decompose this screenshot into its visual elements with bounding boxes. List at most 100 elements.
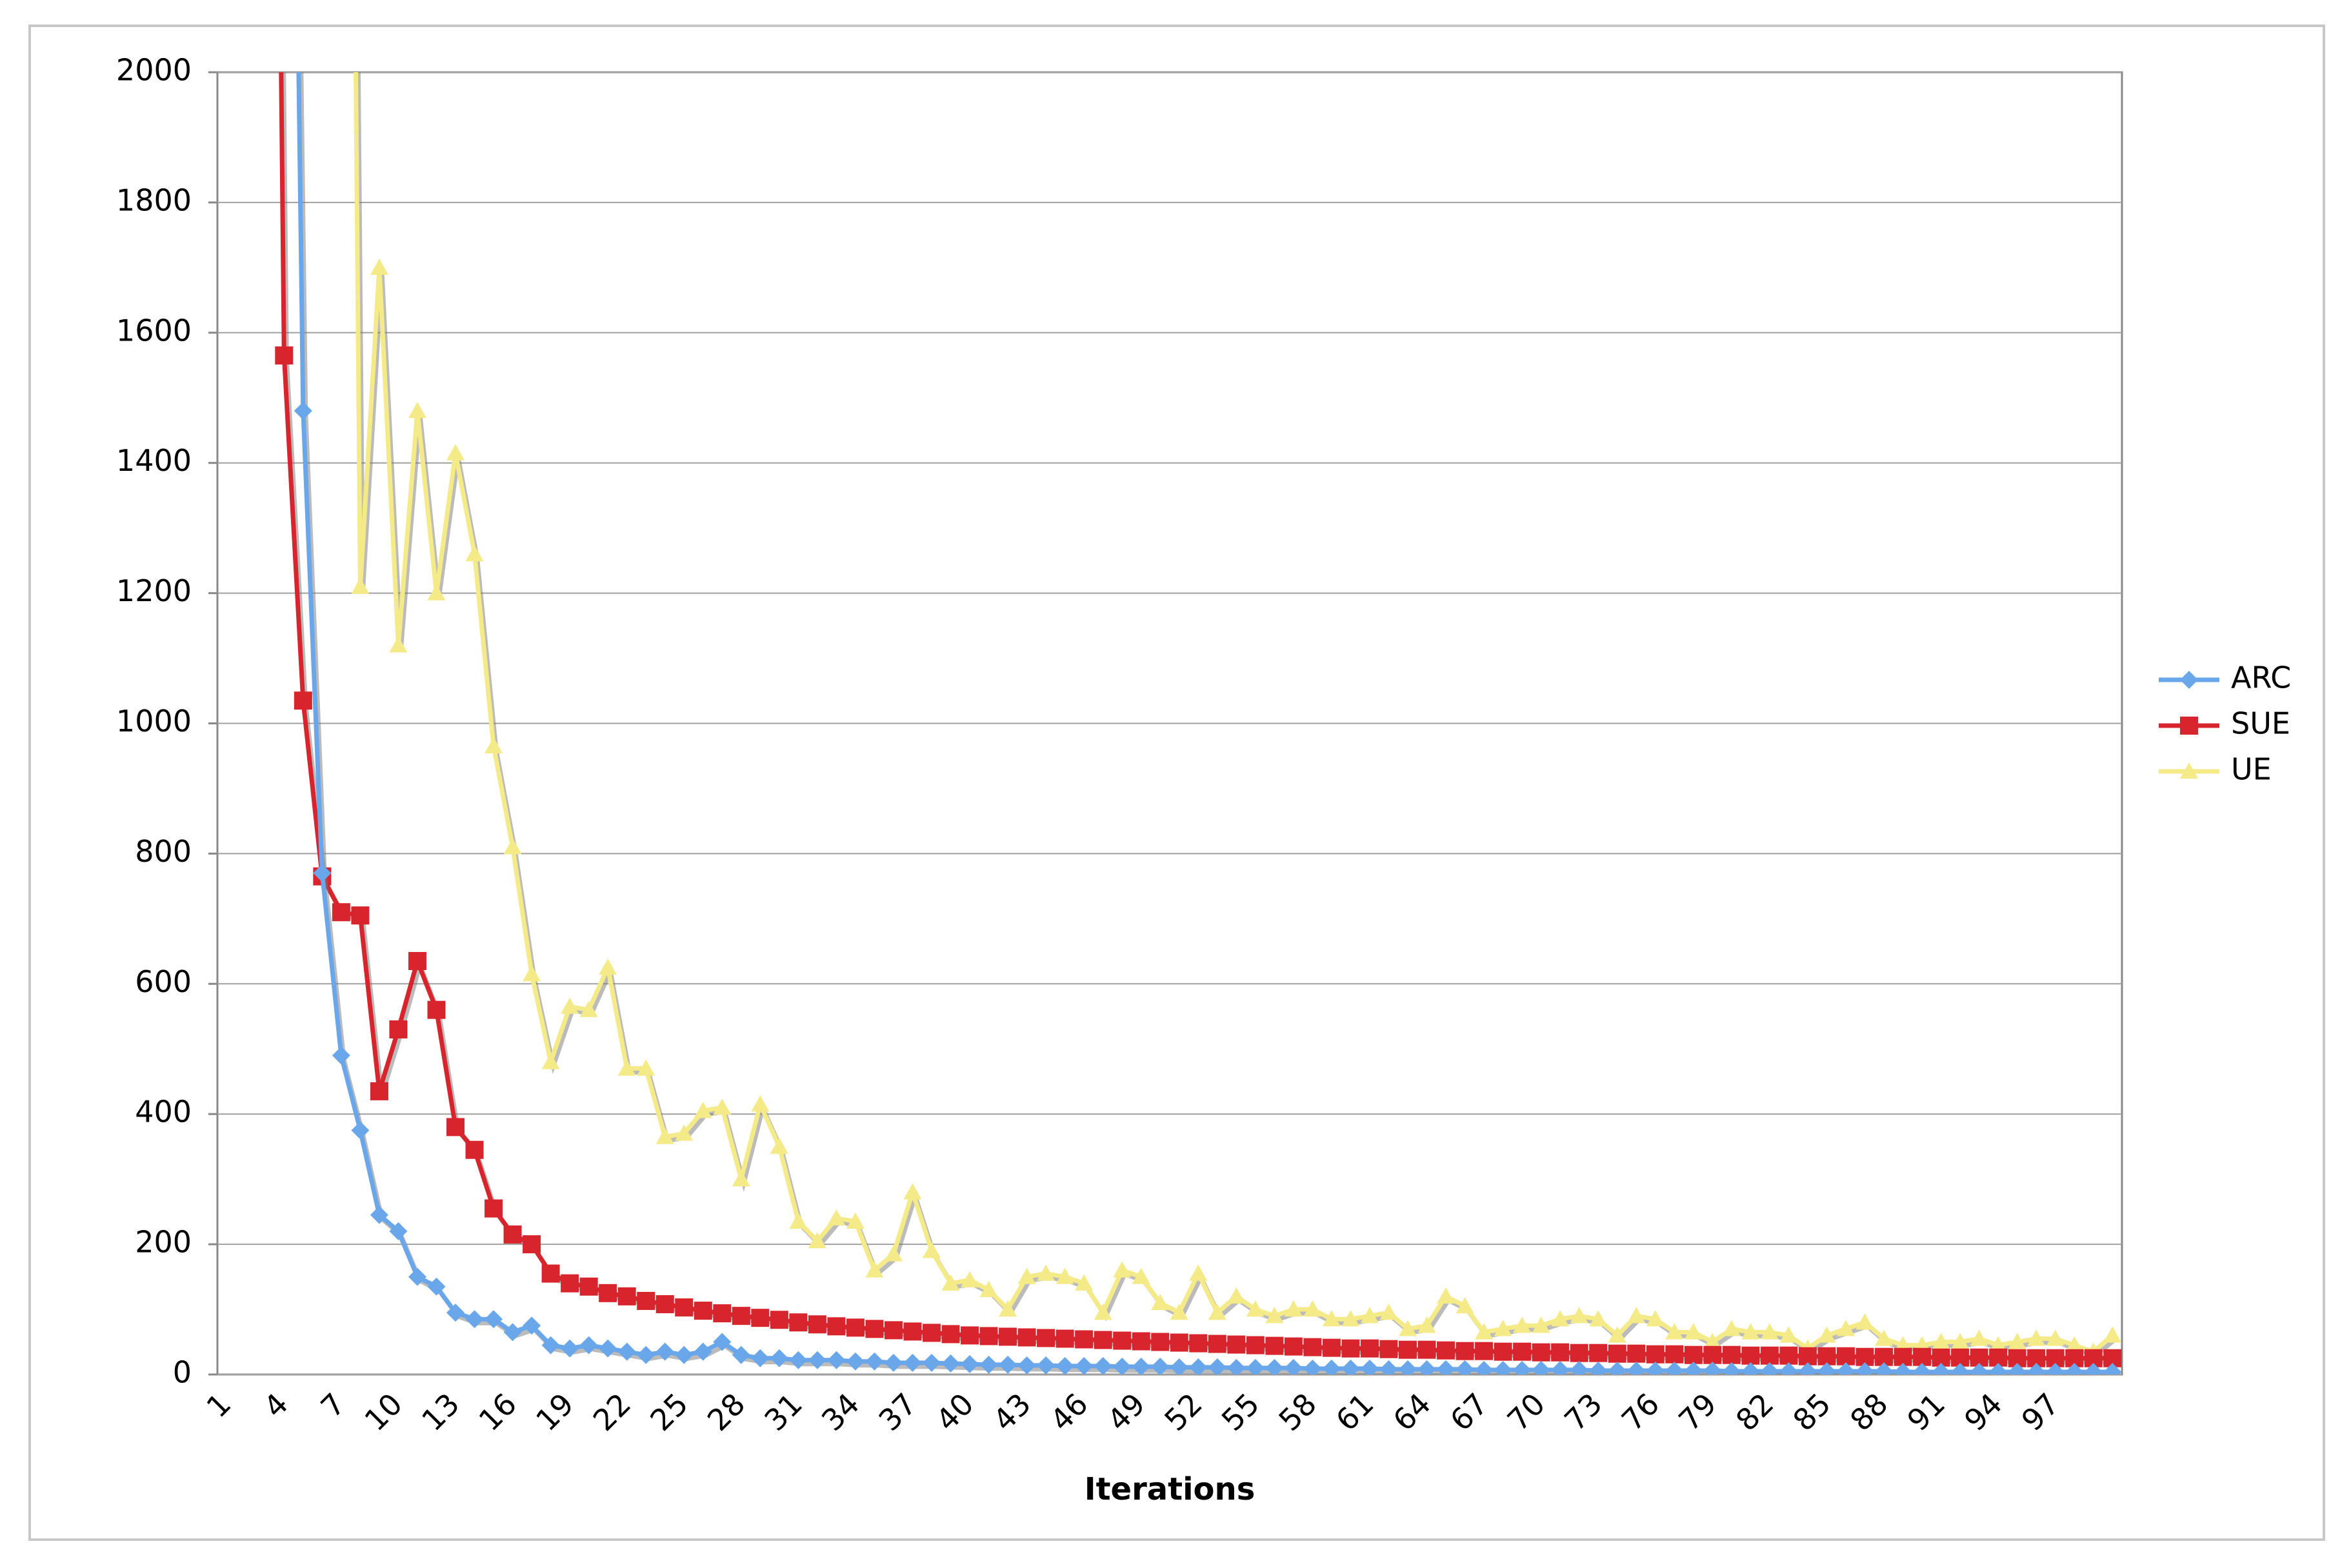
legend-label: ARC (2231, 660, 2291, 695)
y-tick-label: 1000 (116, 704, 192, 739)
square-marker (1379, 1340, 1398, 1358)
square-marker (446, 1118, 465, 1136)
diamond-marker (1970, 1362, 1988, 1374)
diamond-marker (2046, 1362, 2065, 1374)
triangle-marker (808, 1232, 826, 1249)
square-marker (961, 1326, 979, 1345)
square-marker (1589, 1344, 1608, 1362)
triangle-marker (999, 1300, 1017, 1317)
square-marker (884, 1321, 903, 1340)
square-marker (1265, 1336, 1284, 1355)
diamond-marker (1627, 1361, 1646, 1374)
diamond-marker (1741, 1362, 1760, 1374)
diamond-marker (1760, 1362, 1779, 1374)
triangle-marker (1151, 1293, 1170, 1311)
square-marker (389, 1020, 408, 1038)
square-marker (1494, 1342, 1512, 1361)
diamond-marker (465, 1310, 484, 1329)
square-marker (1627, 1344, 1646, 1363)
diamond-marker (808, 1351, 826, 1369)
square-marker (751, 1309, 770, 1327)
triangle-marker (1113, 1261, 1132, 1278)
square-marker (2180, 717, 2198, 735)
diamond-marker (1284, 1358, 1303, 1374)
triangle-marker (1379, 1304, 1398, 1320)
diamond-marker (599, 1339, 617, 1358)
diamond-marker (1894, 1362, 1912, 1374)
triangle-marker (637, 1059, 655, 1076)
triangle-marker (751, 1095, 770, 1112)
square-marker (465, 1140, 484, 1159)
triangle-marker (1779, 1326, 1798, 1343)
square-marker (1399, 1340, 1417, 1359)
triangle-marker (1932, 1333, 1950, 1349)
triangle-marker (1608, 1326, 1626, 1343)
series-line (354, 72, 2114, 1355)
diamond-marker (2180, 671, 2198, 689)
diamond-marker (1494, 1360, 1512, 1374)
triangle-marker (446, 444, 465, 461)
square-marker (561, 1274, 579, 1293)
diamond-marker (1703, 1361, 1722, 1374)
square-marker (941, 1325, 960, 1344)
triangle-marker (2103, 1326, 2122, 1343)
diamond-marker (408, 1267, 426, 1286)
square-marker (1151, 1333, 1170, 1351)
triangle-marker (789, 1212, 808, 1229)
square-marker (923, 1324, 941, 1342)
triangle-marker (465, 545, 484, 562)
triangle-marker (2046, 1329, 2065, 1346)
diamond-marker (1037, 1356, 1055, 1374)
square-marker (637, 1291, 655, 1310)
y-tick-label: 800 (135, 834, 192, 869)
square-marker (770, 1311, 788, 1329)
diamond-marker (446, 1304, 465, 1322)
triangle-marker (1646, 1310, 1665, 1327)
diamond-marker (2008, 1362, 2026, 1374)
diamond-marker (389, 1222, 408, 1240)
triangle-marker (1627, 1307, 1646, 1324)
triangle-marker (1589, 1310, 1608, 1327)
diamond-marker (485, 1310, 503, 1329)
diamond-marker (561, 1339, 579, 1358)
square-marker (617, 1287, 636, 1305)
triangle-marker (1836, 1320, 1855, 1336)
square-marker (713, 1304, 732, 1323)
triangle-marker (1665, 1323, 1684, 1340)
triangle-marker (1722, 1320, 1741, 1336)
diamond-marker (999, 1355, 1017, 1374)
square-marker (1094, 1331, 1112, 1349)
diamond-marker (1208, 1358, 1226, 1374)
square-marker (1570, 1344, 1588, 1362)
diamond-marker (1684, 1361, 1703, 1374)
diamond-marker (1608, 1361, 1626, 1374)
triangle-marker (1703, 1333, 1722, 1349)
diamond-marker (1932, 1362, 1950, 1374)
square-marker (1722, 1345, 1741, 1364)
triangle-marker (1017, 1267, 1036, 1284)
diamond-marker (1646, 1361, 1665, 1374)
square-marker (485, 1199, 503, 1218)
triangle-marker (1303, 1300, 1322, 1317)
square-marker (599, 1284, 617, 1302)
diamond-marker (846, 1352, 865, 1371)
square-marker (1779, 1346, 1798, 1365)
square-marker (427, 1000, 446, 1019)
square-marker (541, 1264, 560, 1283)
y-tick-label: 200 (135, 1225, 192, 1260)
diamond-marker (617, 1342, 636, 1361)
triangle-marker (370, 258, 388, 275)
diamond-marker (979, 1355, 998, 1374)
square-marker (1170, 1333, 1188, 1352)
triangle-marker (1970, 1329, 1988, 1346)
square-marker (1532, 1343, 1550, 1362)
square-marker (1703, 1345, 1722, 1364)
triangle-marker (1817, 1326, 1836, 1343)
triangle-marker (884, 1245, 903, 1262)
triangle-marker (1551, 1310, 1570, 1327)
diamond-marker (541, 1336, 560, 1355)
diamond-marker (2027, 1362, 2046, 1374)
triangle-marker (1322, 1310, 1341, 1327)
diamond-marker (884, 1353, 903, 1372)
diamond-marker (1551, 1360, 1570, 1374)
